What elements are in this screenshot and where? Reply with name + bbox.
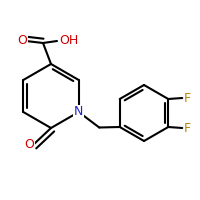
Text: O: O <box>24 138 34 152</box>
Text: F: F <box>184 121 191 134</box>
Text: OH: OH <box>59 34 78 47</box>
Text: N: N <box>74 105 83 118</box>
Text: F: F <box>184 92 191 104</box>
Text: O: O <box>17 34 27 47</box>
